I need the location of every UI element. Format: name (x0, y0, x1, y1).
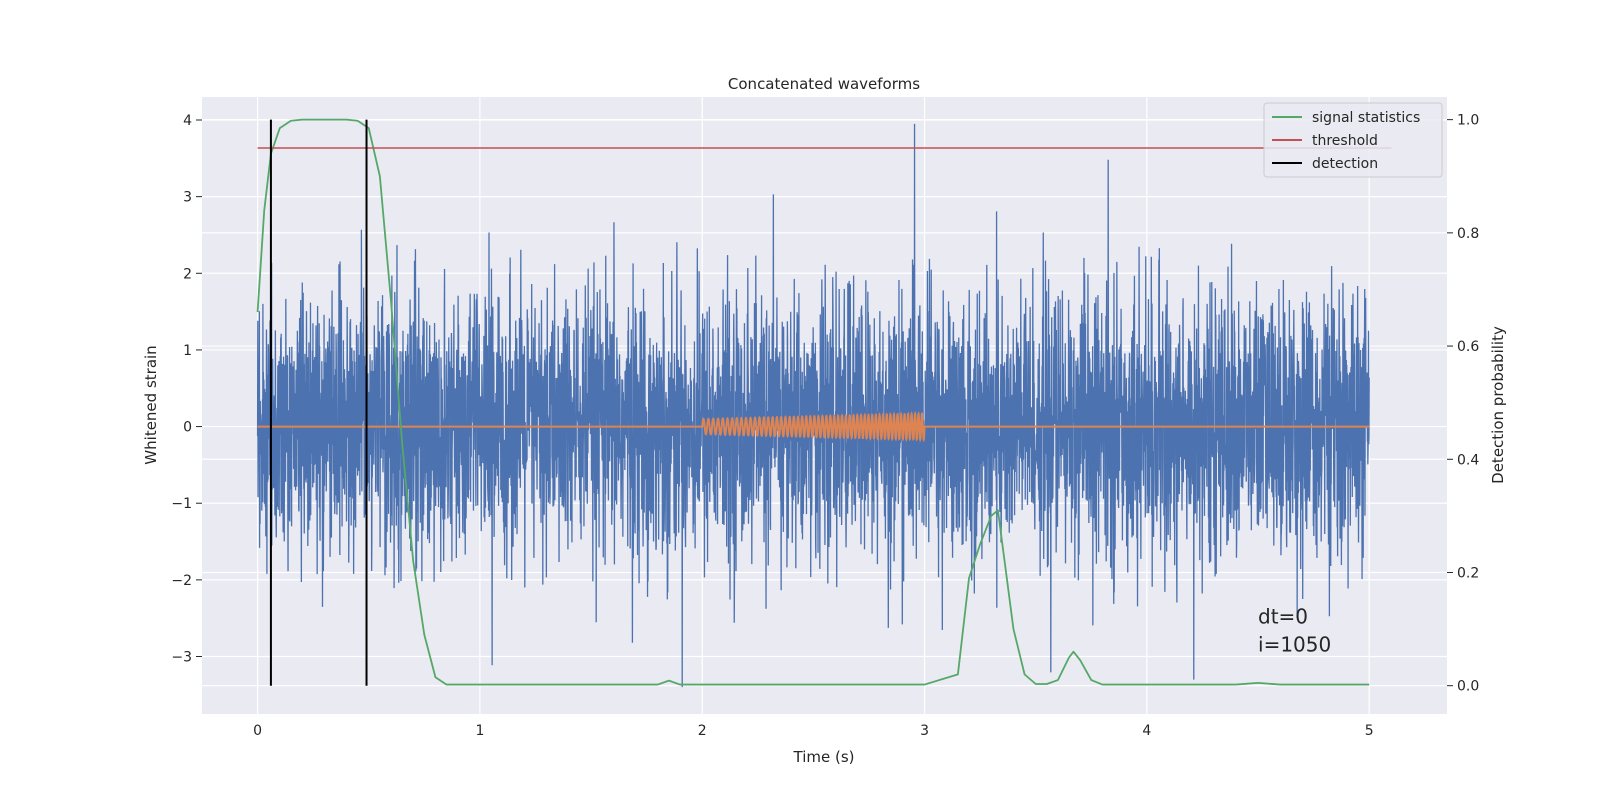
strain-series-line (256, 123, 1370, 688)
y-tick-label: 0 (183, 420, 192, 436)
annotation-text: i=1050 (1258, 633, 1331, 657)
y-tick-label: 3 (183, 190, 192, 206)
y2-tick-label: 0.6 (1457, 339, 1479, 355)
y2-tick-label: 0.2 (1457, 565, 1479, 581)
x-tick-label: 5 (1365, 723, 1374, 739)
y-tick-label: −1 (171, 496, 192, 512)
x-tick-label: 4 (1142, 723, 1151, 739)
x-tick-label: 0 (253, 723, 262, 739)
y2-tick-label: 0.8 (1457, 226, 1479, 242)
y-tick-label: −3 (171, 650, 192, 666)
legend: signal statistics threshold detection (1263, 102, 1443, 178)
y2-tick-label: 0.4 (1457, 452, 1479, 468)
x-tick-label: 1 (475, 723, 484, 739)
x-tick-label: 3 (920, 723, 929, 739)
legend-label: signal statistics (1312, 110, 1420, 126)
ticks: 0 1 2 3 4 5 −3 −2 −1 0 1 2 3 4 0.0 0.2 0.4 0.6 0.8 1.0 (171, 113, 1479, 739)
y2-tick-label: 1.0 (1457, 113, 1479, 129)
y-tick-label: 4 (183, 113, 192, 129)
annotation-text: dt=0 (1258, 604, 1308, 628)
series-layer (256, 118, 1392, 688)
x-axis-label: Time (s) (793, 748, 855, 766)
y-tick-label: −2 (171, 573, 192, 589)
template-series-line (257, 410, 1370, 443)
annotations: dt=0 i=1050 (1258, 604, 1331, 656)
chart-title: Concatenated waveforms (728, 75, 920, 93)
y-tick-label: 2 (183, 266, 192, 282)
x-tick-label: 2 (698, 723, 707, 739)
legend-label: detection (1312, 156, 1378, 172)
y2-axis-label: Detection probability (1489, 326, 1507, 484)
y-tick-label: 1 (183, 343, 192, 359)
legend-box (1263, 102, 1443, 178)
legend-label: threshold (1312, 133, 1378, 149)
y2-tick-label: 0.0 (1457, 679, 1479, 695)
signal-statistics-line (256, 118, 1370, 686)
y-axis-label: Whitened strain (142, 345, 160, 464)
